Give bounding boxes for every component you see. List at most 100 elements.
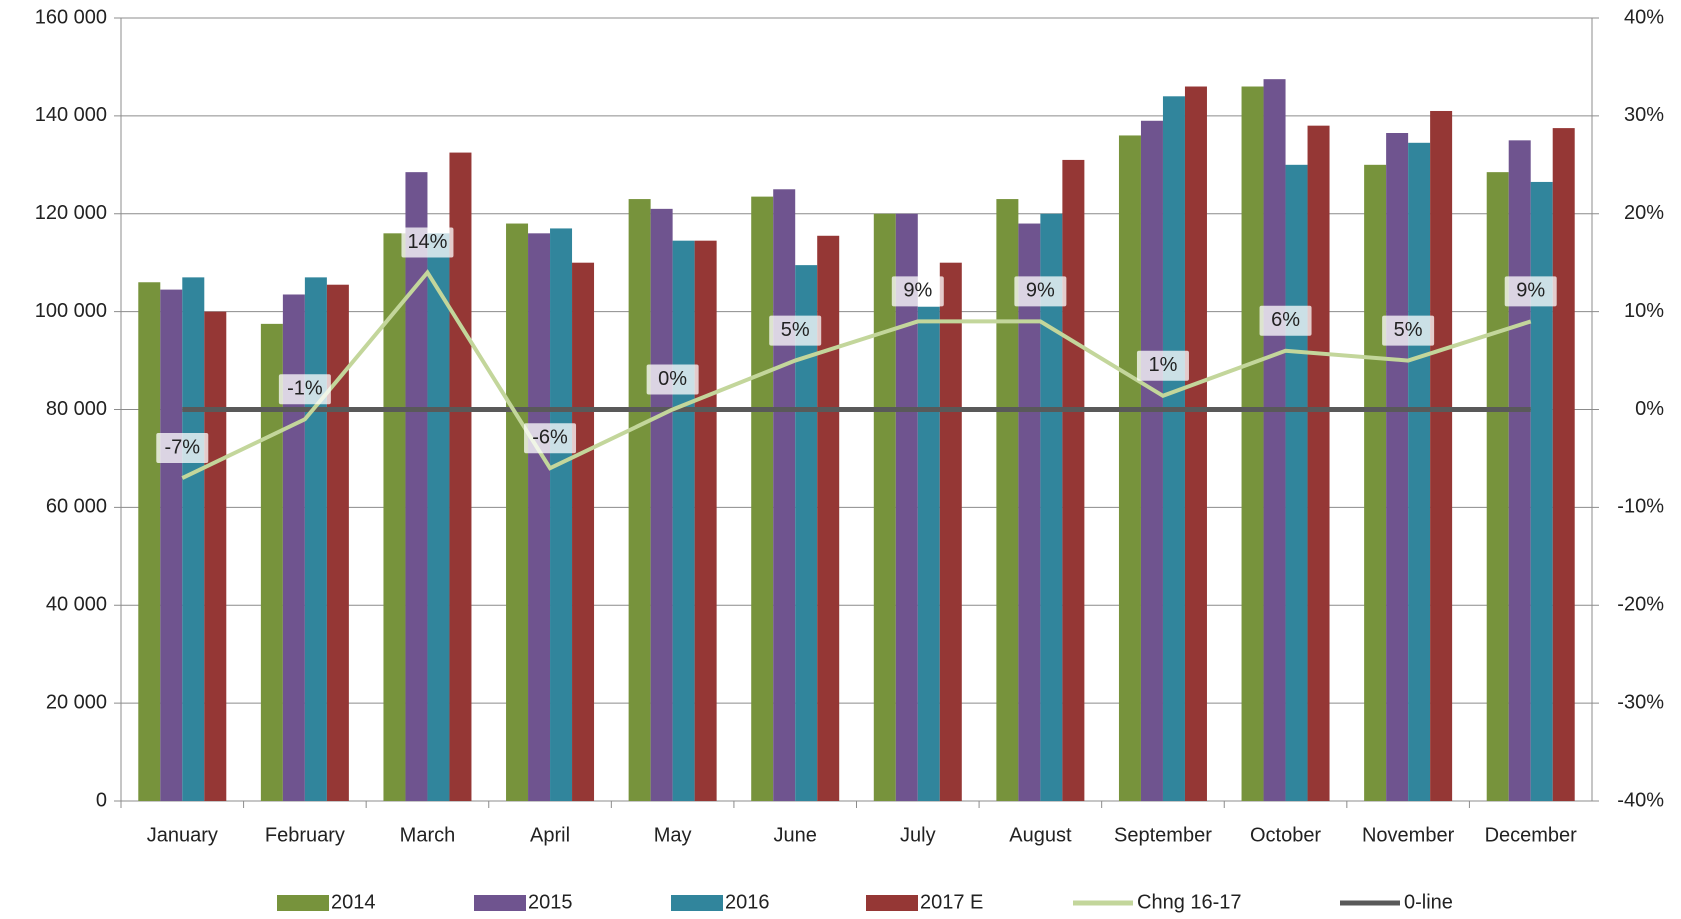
data-label: -6%: [532, 427, 568, 449]
bar: [160, 289, 183, 801]
y2-tick-label: 30%: [1624, 104, 1664, 126]
bar: [1486, 172, 1509, 801]
bar: [1062, 159, 1085, 801]
bar: [694, 240, 717, 801]
data-label: 9%: [1026, 280, 1055, 302]
y-tick-label: 20 000: [46, 691, 107, 713]
x-tick-label: March: [400, 824, 456, 846]
data-label: -1%: [287, 378, 323, 400]
data-label-box: [1382, 315, 1435, 346]
bar: [383, 233, 406, 801]
x-tick-label: August: [1009, 824, 1072, 846]
x-tick-label: July: [900, 824, 936, 846]
bar: [672, 240, 695, 801]
bar: [1118, 135, 1141, 801]
data-label-box: [401, 227, 454, 258]
x-tick-label: September: [1114, 824, 1212, 846]
y-tick-label: 0: [96, 789, 107, 811]
bar: [1184, 86, 1207, 801]
bar: [506, 223, 529, 802]
data-label-box: [1259, 305, 1312, 336]
bar: [1364, 164, 1387, 801]
bar: [1508, 140, 1531, 801]
bar: [572, 262, 595, 801]
y2-tick-label: 10%: [1624, 300, 1664, 322]
y2-tick-label: 0%: [1635, 398, 1664, 420]
data-label-box: [1504, 276, 1557, 307]
bar: [939, 262, 962, 801]
bar: [795, 265, 818, 801]
x-tick-label: January: [147, 824, 218, 846]
y-tick-label: 60 000: [46, 496, 107, 518]
legend-label: 2014: [331, 891, 376, 913]
bar: [138, 282, 161, 801]
bar: [817, 235, 840, 802]
x-tick-label: October: [1250, 824, 1321, 846]
bar: [873, 213, 896, 801]
legend-label: 0-line: [1404, 891, 1453, 913]
bar: [1408, 142, 1431, 801]
bar: [917, 306, 940, 801]
bar: [550, 228, 573, 801]
legend-swatch: [474, 895, 526, 911]
y-tick-label: 100 000: [35, 300, 107, 322]
bar: [427, 233, 450, 801]
y-tick-label: 160 000: [35, 6, 107, 28]
y2-tick-label: 40%: [1624, 6, 1664, 28]
bar: [895, 213, 918, 801]
bar: [773, 189, 796, 801]
legend-label: Chng 16-17: [1137, 891, 1242, 913]
bar: [1140, 120, 1163, 802]
x-tick-label: May: [654, 824, 692, 846]
data-label: 5%: [781, 319, 810, 341]
line: [181, 269, 1532, 480]
y-tick-label: 140 000: [35, 104, 107, 126]
legend-label: 2016: [725, 891, 770, 913]
data-label: 0%: [658, 368, 687, 390]
bar: [282, 294, 305, 801]
bar: [1552, 128, 1575, 801]
bar: [182, 277, 205, 801]
x-tick-label: June: [774, 824, 817, 846]
x-tick-label: November: [1362, 824, 1455, 846]
y2-tick-label: -10%: [1617, 496, 1664, 518]
bar: [1285, 164, 1308, 801]
data-label: -7%: [165, 436, 201, 458]
bar: [1241, 86, 1264, 801]
data-label: 14%: [407, 231, 447, 253]
data-label-box: [769, 315, 822, 346]
x-tick-label: April: [530, 824, 570, 846]
bar: [996, 199, 1019, 802]
legend-swatch: [277, 895, 329, 911]
x-tick-label: February: [265, 824, 345, 846]
bar: [628, 199, 651, 802]
data-label-box: [156, 433, 209, 464]
legend-label: 2017 E: [920, 891, 983, 913]
bar: [1307, 125, 1330, 802]
legend-label: 2015: [528, 891, 573, 913]
data-label-box: [1014, 276, 1067, 307]
bar: [326, 284, 349, 802]
y2-tick-label: -40%: [1617, 789, 1664, 811]
y-tick-label: 80 000: [46, 398, 107, 420]
data-label: 9%: [1516, 280, 1545, 302]
bar: [304, 277, 327, 801]
data-label: 9%: [903, 280, 932, 302]
legend-swatch: [671, 895, 723, 911]
x-tick-label: December: [1485, 824, 1578, 846]
y2-tick-label: -30%: [1617, 691, 1664, 713]
data-label-box: [278, 374, 331, 405]
bar: [1263, 79, 1286, 801]
bar: [405, 172, 428, 801]
y2-tick-label: -20%: [1617, 594, 1664, 616]
bar: [260, 323, 283, 801]
data-label: 5%: [1394, 319, 1423, 341]
data-label: 1%: [1149, 354, 1178, 376]
bar: [1386, 133, 1409, 802]
data-label-box: [524, 423, 577, 454]
bar: [1040, 213, 1063, 801]
bar: [751, 196, 774, 801]
bar: [650, 208, 673, 801]
y2-tick-label: 20%: [1624, 202, 1664, 224]
